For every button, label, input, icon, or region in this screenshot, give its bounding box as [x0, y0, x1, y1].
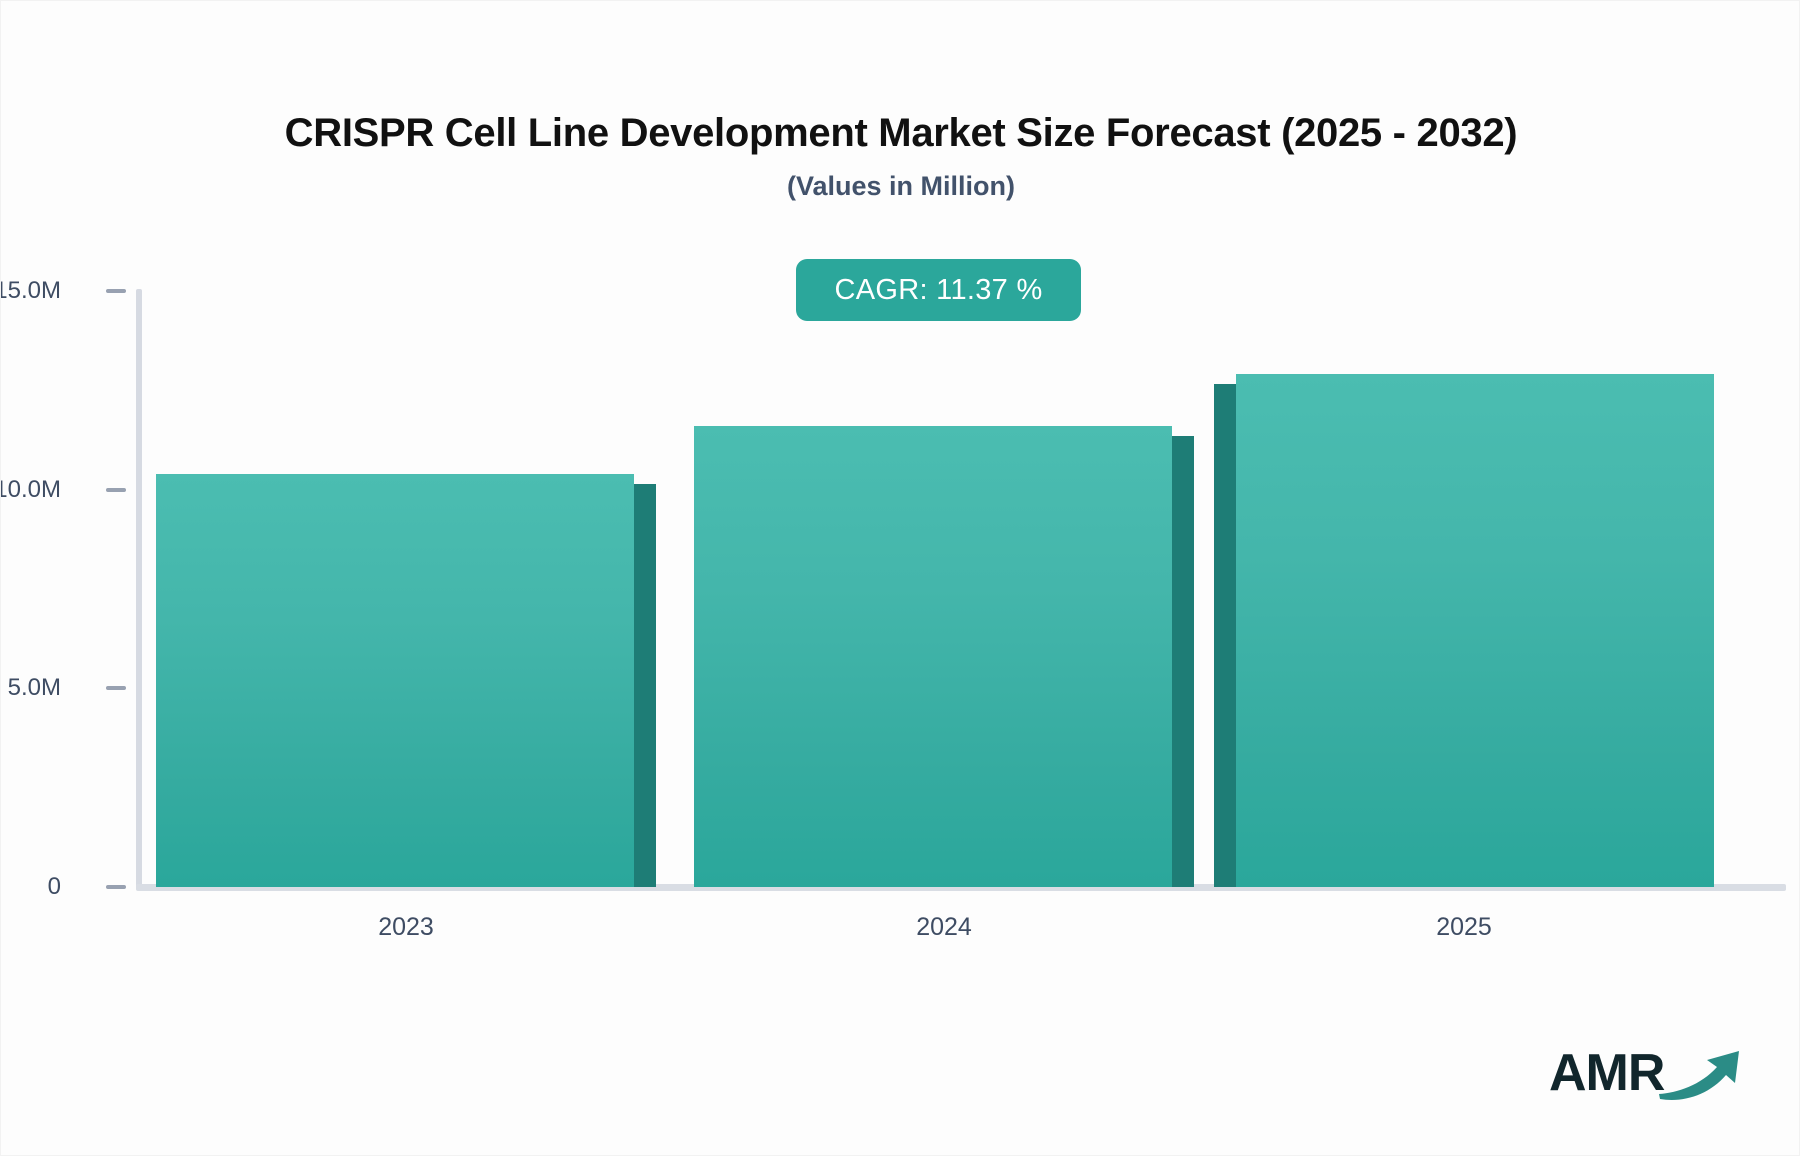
x-axis-category-label: 2025: [1436, 913, 1492, 941]
y-axis-tick-mark: [106, 289, 126, 293]
y-axis-tick-label: 15.0M: [0, 277, 61, 304]
y-axis-line: [136, 289, 142, 887]
logo-wordmark: AMR: [1549, 1044, 1665, 1102]
x-axis-baseline: [136, 884, 1786, 891]
y-axis-tick-mark: [106, 487, 126, 492]
chart-subtitle: (Values in Million): [786, 171, 1016, 201]
bar-side-shadow: [634, 483, 656, 887]
page-title: CRISPR Cell Line Development Market Size…: [284, 111, 1518, 155]
bar-face[interactable]: [1236, 374, 1714, 887]
cagr-badge: CAGR: 11.37 %: [796, 259, 1081, 321]
bar-face[interactable]: [156, 473, 634, 887]
y-axis-tick-label: 5.0M: [7, 674, 61, 702]
x-axis-category-label: 2024: [916, 913, 972, 941]
y-axis-tick-mark: [106, 885, 126, 889]
y-axis-tick-label: 0: [47, 873, 61, 900]
growth-arrow-icon: [1659, 1051, 1739, 1100]
bar-face[interactable]: [694, 426, 1172, 887]
y-axis-tick-label: 10.0M: [0, 475, 61, 503]
x-axis-category-label: 2023: [378, 913, 434, 941]
cagr-badge-label: CAGR: 11.37 %: [834, 273, 1043, 306]
bar-side-shadow: [1214, 384, 1236, 887]
bar-side-shadow: [1172, 436, 1194, 887]
y-axis-tick-mark: [106, 686, 126, 691]
amr-logo: AMR: [1549, 1041, 1749, 1111]
